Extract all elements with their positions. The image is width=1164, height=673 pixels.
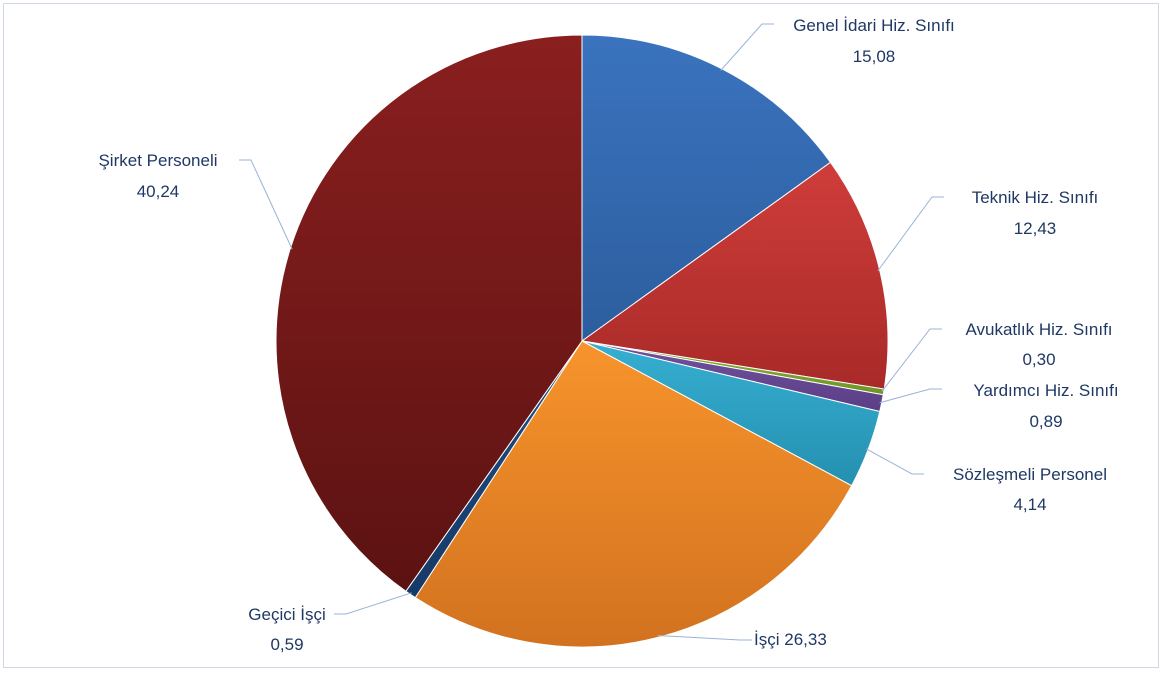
label-genel-idari-value: 15,08	[853, 47, 896, 66]
label-teknik-value: 12,43	[1014, 219, 1057, 238]
leader-sirket	[239, 159, 293, 250]
chart-frame: Genel İdari Hiz. Sınıfı 15,08 Teknik Hiz…	[3, 3, 1159, 668]
label-genel-idari-name: Genel İdari Hiz. Sınıfı	[793, 16, 955, 35]
label-isci-value: 26,33	[784, 630, 827, 649]
leader-isci	[657, 634, 752, 641]
slice-genel-idari	[581, 34, 832, 342]
leader-genel-idari	[720, 23, 774, 71]
label-avukatlik-value: 0,30	[1022, 350, 1055, 369]
leader-lines	[239, 23, 944, 641]
slice-labels: Genel İdari Hiz. Sınıfı 15,08 Teknik Hiz…	[98, 16, 1118, 654]
leader-avukatlik	[881, 328, 942, 392]
slice-isci	[414, 340, 853, 648]
label-sirket-value: 40,24	[137, 182, 180, 201]
pie-chart: Genel İdari Hiz. Sınıfı 15,08 Teknik Hiz…	[98, 16, 1118, 654]
leader-sozlesmeli	[865, 448, 924, 475]
label-sozlesmeli-value: 4,14	[1013, 495, 1046, 514]
label-gecici-name: Geçici İşçi	[248, 605, 325, 624]
pie-slices	[275, 34, 889, 648]
slice-teknik	[580, 161, 889, 390]
label-teknik-name: Teknik Hiz. Sınıfı	[972, 188, 1099, 207]
label-sirket-name: Şirket Personeli	[98, 151, 217, 170]
label-yardimci-value: 0,89	[1029, 412, 1062, 431]
label-avukatlik-name: Avukatlık Hiz. Sınıfı	[965, 320, 1112, 339]
leader-gecici	[334, 592, 412, 615]
label-yardimci-name: Yardımcı Hiz. Sınıfı	[973, 381, 1118, 400]
label-sozlesmeli-name: Sözleşmeli Personel	[953, 465, 1107, 484]
leader-teknik	[877, 196, 944, 272]
slice-sirket	[275, 34, 583, 592]
label-isci: İşçi 26,33	[754, 630, 827, 649]
label-gecici-value: 0,59	[270, 635, 303, 654]
label-isci-name: İşçi	[754, 630, 780, 649]
leader-yardimci	[879, 388, 942, 404]
